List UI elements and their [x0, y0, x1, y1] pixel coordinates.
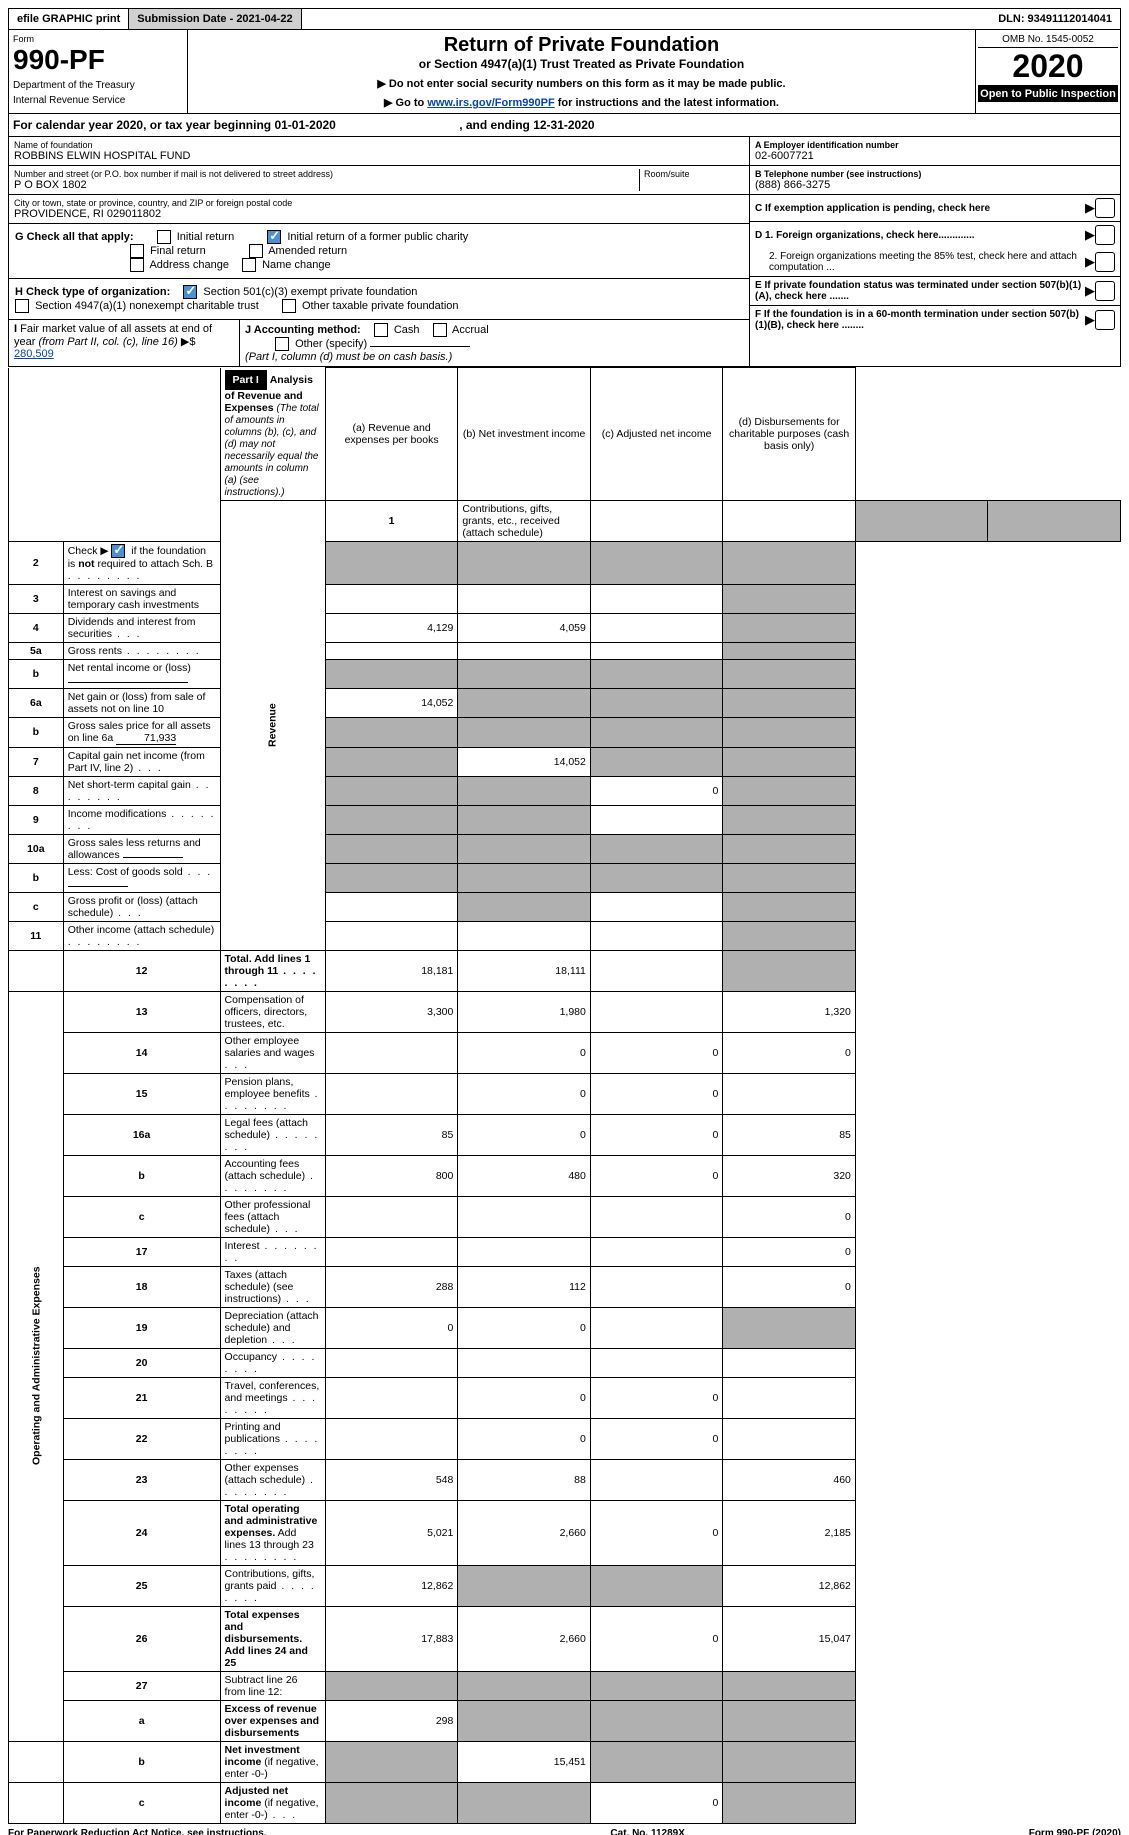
phone: (888) 866-3275	[755, 179, 1115, 191]
cb-schb[interactable]	[111, 544, 125, 558]
line-j-note: (Part I, column (d) must be on cash basi…	[245, 351, 452, 363]
d2-label: 2. Foreign organizations meeting the 85%…	[755, 251, 1085, 273]
col-c: (c) Adjusted net income	[590, 368, 723, 501]
expenses-vlabel: Operating and Administrative Expenses	[9, 991, 64, 1741]
footer-left: For Paperwork Reduction Act Notice, see …	[8, 1828, 267, 1835]
col-b: (b) Net investment income	[458, 368, 591, 501]
info-block: Name of foundation ROBBINS ELWIN HOSPITA…	[8, 137, 1121, 367]
cb-name-change[interactable]	[242, 258, 256, 272]
efile-label: efile GRAPHIC print	[9, 9, 129, 29]
cb-other-spec[interactable]	[275, 337, 289, 351]
top-bar: efile GRAPHIC print Submission Date - 20…	[8, 8, 1121, 30]
e-label: E If private foundation status was termi…	[755, 280, 1085, 302]
check-h: H Check type of organization: Section 50…	[9, 279, 749, 320]
city: PROVIDENCE, RI 029011802	[14, 208, 744, 220]
form-label: Form	[13, 34, 183, 44]
room-label: Room/suite	[644, 169, 744, 179]
form-title: Return of Private Foundation	[192, 34, 971, 57]
f-label: F If the foundation is in a 60-month ter…	[755, 309, 1085, 331]
tax-year: 2020	[978, 48, 1118, 86]
cb-4947[interactable]	[15, 299, 29, 313]
col-a: (a) Revenue and expenses per books	[325, 368, 458, 501]
footer-mid: Cat. No. 11289X	[610, 1828, 684, 1835]
form990pf-link[interactable]: www.irs.gov/Form990PF	[427, 97, 554, 109]
part1-note: (The total of amounts in columns (b), (c…	[225, 403, 319, 498]
foundation-name: ROBBINS ELWIN HOSPITAL FUND	[14, 150, 744, 162]
cb-d1[interactable]	[1095, 225, 1115, 245]
instr-ssn: ▶ Do not enter social security numbers o…	[192, 77, 971, 90]
fmv-value[interactable]: 280,509	[14, 348, 54, 360]
ein-label: A Employer identification number	[755, 140, 1115, 150]
cb-d2[interactable]	[1095, 252, 1115, 272]
cb-address[interactable]	[130, 258, 144, 272]
line-i-label: I	[14, 323, 17, 335]
phone-label: B Telephone number (see instructions)	[755, 169, 1115, 179]
cb-final[interactable]	[130, 244, 144, 258]
check-g: G Check all that apply: Initial return I…	[9, 224, 749, 279]
footer-right: Form 990-PF (2020)	[1029, 1828, 1121, 1835]
instr-goto: ▶ Go to www.irs.gov/Form990PF for instru…	[192, 96, 971, 109]
cb-initial[interactable]	[157, 230, 171, 244]
irs-label: Internal Revenue Service	[13, 95, 183, 106]
part1-table: Part I Analysis of Revenue and Expenses …	[8, 367, 1121, 1824]
submission-date: Submission Date - 2021-04-22	[129, 9, 301, 29]
ein: 02-6007721	[755, 150, 1115, 162]
cb-cash[interactable]	[374, 323, 388, 337]
omb-number: OMB No. 1545-0052	[978, 32, 1118, 48]
cb-other-tax[interactable]	[282, 299, 296, 313]
form-number: 990-PF	[13, 44, 183, 76]
cb-c[interactable]	[1095, 198, 1115, 218]
part1-tag: Part I	[225, 370, 267, 390]
c-label: C If exemption application is pending, c…	[755, 203, 1085, 214]
cb-501c3[interactable]	[183, 285, 197, 299]
cb-amended[interactable]	[249, 244, 263, 258]
col-d: (d) Disbursements for charitable purpose…	[723, 368, 856, 501]
form-subtitle: or Section 4947(a)(1) Trust Treated as P…	[192, 57, 971, 71]
open-inspection: Open to Public Inspection	[978, 86, 1118, 102]
foundation-name-label: Name of foundation	[14, 140, 744, 150]
address-label: Number and street (or P.O. box number if…	[14, 169, 639, 179]
calendar-year: For calendar year 2020, or tax year begi…	[8, 114, 1121, 137]
footer: For Paperwork Reduction Act Notice, see …	[8, 1824, 1121, 1835]
address: P O BOX 1802	[14, 179, 639, 191]
dln: DLN: 93491112014041	[990, 9, 1120, 29]
cb-initial-former[interactable]	[267, 230, 281, 244]
cb-e[interactable]	[1095, 281, 1115, 301]
form-header: Form 990-PF Department of the Treasury I…	[8, 30, 1121, 114]
d1-label: D 1. Foreign organizations, check here..…	[755, 230, 1085, 241]
city-label: City or town, state or province, country…	[14, 198, 744, 208]
line-j-label: J Accounting method:	[245, 324, 361, 336]
revenue-vlabel: Revenue	[220, 500, 325, 950]
cb-f[interactable]	[1095, 310, 1115, 330]
cb-accrual[interactable]	[433, 323, 447, 337]
dept-treasury: Department of the Treasury	[13, 80, 183, 91]
